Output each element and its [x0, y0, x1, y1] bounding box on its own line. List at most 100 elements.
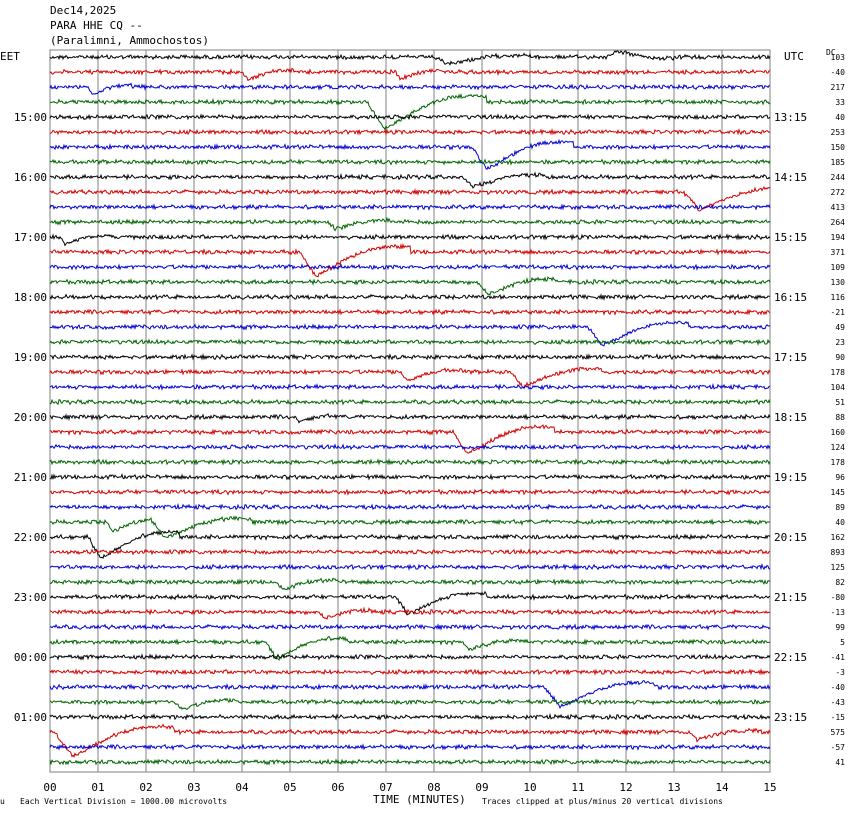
trace-14	[49, 263, 771, 271]
dc-offset-0: 103	[831, 53, 846, 62]
dc-offset-45: 575	[831, 728, 846, 737]
dc-offset-26: 124	[831, 443, 846, 452]
trace-26	[49, 443, 771, 451]
header-location: (Paralimni, Ammochostos)	[50, 34, 209, 47]
right-time-label: 19:15	[774, 471, 807, 484]
trace-31	[49, 515, 771, 539]
corner-mark: u	[0, 797, 5, 806]
x-tick-label: 00	[43, 781, 56, 794]
dc-offset-35: 82	[835, 578, 845, 587]
right-time-label: 16:15	[774, 291, 807, 304]
trace-42	[49, 679, 771, 709]
trace-43	[49, 697, 771, 711]
dc-offset-47: 41	[835, 758, 845, 767]
trace-32	[49, 529, 771, 559]
chart-grid	[49, 49, 771, 773]
trace-40	[49, 653, 771, 661]
dc-offset-34: 125	[831, 563, 846, 572]
dc-offset-41: -3	[835, 668, 845, 677]
dc-offset-33: 893	[831, 548, 846, 557]
trace-3	[50, 92, 771, 131]
x-tick-label: 09	[475, 781, 488, 794]
dc-offset-46: -57	[831, 743, 846, 752]
trace-21	[49, 366, 771, 390]
dc-offset-8: 244	[831, 173, 846, 182]
right-time-label: 13:15	[774, 111, 807, 124]
dc-offset-4: 40	[835, 113, 845, 122]
right-time-label: 18:15	[774, 411, 807, 424]
dc-offset-20: 90	[835, 353, 845, 362]
trace-38	[49, 623, 771, 632]
dc-offset-23: 51	[835, 398, 845, 407]
trace-24	[49, 412, 771, 424]
trace-22	[49, 382, 771, 391]
dc-offset-38: 99	[835, 623, 845, 632]
left-time-label: 17:00	[14, 231, 47, 244]
trace-19	[49, 338, 771, 347]
dc-offset-15: 130	[831, 278, 846, 287]
trace-35	[49, 577, 771, 591]
trace-45	[49, 723, 771, 758]
left-time-label: 19:00	[14, 351, 47, 364]
dc-offset-13: 371	[831, 248, 846, 257]
right-time-label: 20:15	[774, 531, 807, 544]
x-axis-title: TIME (MINUTES)	[373, 793, 466, 806]
dc-offset-25: 160	[831, 428, 846, 437]
x-tick-label: 15	[763, 781, 776, 794]
right-time-label: 21:15	[774, 591, 807, 604]
trace-18	[49, 320, 771, 347]
dc-label: DC	[826, 48, 836, 57]
dc-offset-21: 178	[831, 368, 846, 377]
x-axis-ticks: 00 01 02 03 04 05 06 07 08 09 10 11 12 13 14 15	[43, 781, 776, 794]
x-tick-label: 02	[139, 781, 152, 794]
right-time-label: 23:15	[774, 711, 807, 724]
dc-offset-31: 40	[835, 518, 845, 527]
trace-9	[49, 185, 771, 212]
right-time-label: 15:15	[774, 231, 807, 244]
vertical-division-note: Each Vertical Division = 1000.00 microvo…	[20, 797, 228, 806]
dc-offset-32: 162	[831, 533, 846, 542]
header-date: Dec14,2025	[50, 4, 117, 17]
dc-offset-17: -21	[831, 308, 846, 317]
dc-offset-16: 116	[831, 293, 846, 302]
dc-offset-44: -15	[831, 713, 846, 722]
trace-23	[49, 398, 771, 406]
dc-offset-42: -40	[831, 683, 846, 692]
dc-offset-29: 145	[831, 488, 846, 497]
dc-offset-10: 413	[831, 203, 846, 212]
x-tick-label: 11	[571, 781, 584, 794]
dc-offset-28: 96	[835, 473, 845, 482]
right-time-label: 14:15	[774, 171, 807, 184]
x-tick-label: 04	[235, 781, 249, 794]
dc-offset-43: -43	[831, 698, 846, 707]
x-tick-label: 10	[523, 781, 536, 794]
trace-33	[49, 548, 771, 556]
dc-offset-24: 88	[835, 413, 845, 422]
trace-20	[49, 353, 771, 361]
dc-offset-11: 264	[831, 218, 846, 227]
x-tick-label: 03	[187, 781, 200, 794]
dc-offset-6: 150	[831, 143, 846, 152]
trace-5	[49, 128, 771, 137]
x-tick-label: 13	[667, 781, 680, 794]
trace-37	[49, 606, 771, 620]
trace-16	[49, 293, 771, 302]
x-tick-label: 05	[283, 781, 296, 794]
trace-25	[49, 424, 771, 454]
dc-offset-36: -80	[831, 593, 846, 602]
left-time-label: 00:00	[14, 651, 47, 664]
left-time-label: 23:00	[14, 591, 47, 604]
trace-28	[49, 473, 771, 481]
trace-4	[49, 113, 771, 121]
trace-17	[49, 308, 771, 316]
dc-offset-19: 23	[835, 338, 845, 347]
dc-offset-3: 33	[835, 98, 845, 107]
left-time-label: 21:00	[14, 471, 47, 484]
trace-15	[49, 276, 771, 296]
trace-0	[49, 50, 771, 66]
dc-offset-2: 217	[831, 83, 846, 92]
trace-36	[49, 590, 771, 616]
trace-10	[49, 203, 771, 211]
trace-46	[49, 743, 771, 751]
